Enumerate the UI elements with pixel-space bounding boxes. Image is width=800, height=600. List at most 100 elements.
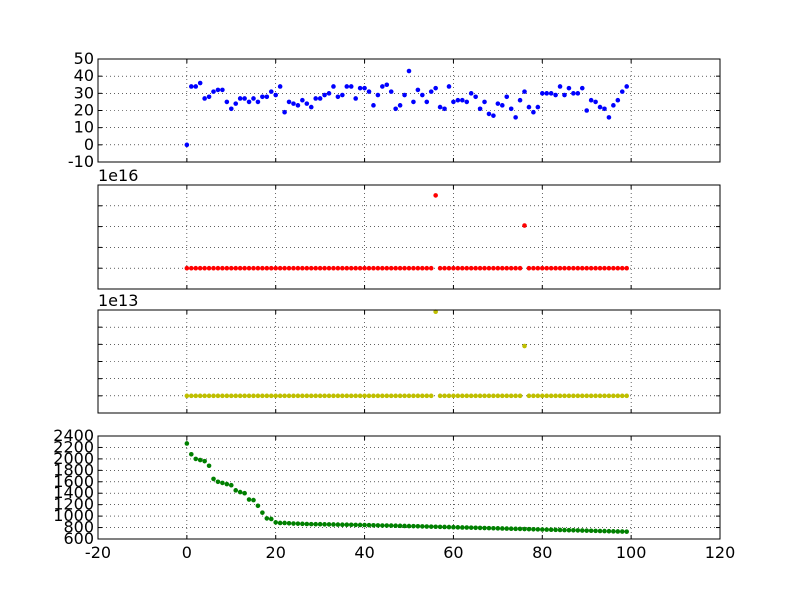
data-point [353,96,358,101]
data-point [237,265,243,271]
y-tick-label: 20 [74,101,94,120]
tick-marks [97,435,721,540]
data-point [557,265,563,271]
data-point [286,393,292,399]
data-point [402,393,407,399]
data-point [624,265,629,271]
data-point [211,393,216,399]
data-point [544,265,550,271]
data-point [344,522,350,527]
data-point [451,524,456,530]
data-point [579,393,585,399]
data-point [468,265,474,271]
data-point [331,393,336,399]
data-point [300,97,305,103]
data-point [482,393,487,399]
data-point [326,91,332,96]
data-point [522,526,527,532]
data-point [482,265,487,271]
data-point [255,503,261,509]
data-point [571,393,576,399]
data-point [428,393,434,399]
data-point [220,265,225,271]
y-tick-label: 40 [74,66,94,85]
data-point [504,526,510,531]
data-point [335,522,341,527]
data-point [468,393,474,399]
data-point [193,84,199,89]
data-point [477,525,483,531]
data-point [220,480,225,486]
data-point [313,393,319,399]
x-tick-label: 80 [532,543,552,562]
data-point [189,84,194,89]
data-point [366,393,372,399]
data-point [295,265,301,271]
data-point [526,104,532,110]
data-point [473,393,478,399]
data-point [393,106,398,112]
data-point [300,521,305,527]
data-point [388,393,394,399]
data-point [189,265,194,271]
data-point [295,103,301,108]
data-point [211,265,216,271]
data-point [331,265,336,271]
data-point [211,476,216,482]
y-tick-label: 600 [63,529,94,548]
data-point [224,99,230,105]
data-point [300,393,305,399]
data-point [517,526,523,532]
data-point [500,393,505,399]
x-tick-label: 120 [705,543,736,562]
data-point [522,89,527,94]
data-point [548,91,554,96]
data-point [522,223,527,228]
y-tick-label: 1600 [53,472,94,491]
data-point [189,452,194,457]
data-point [282,393,287,399]
data-point [464,393,470,399]
data-point [251,497,256,503]
data-point [415,265,421,271]
data-point [353,393,358,399]
data-point [246,393,252,399]
data-point [562,265,567,271]
data-point [411,523,416,529]
data-point [402,523,407,529]
data-point [446,393,452,399]
data-point [397,103,403,108]
data-point [557,393,563,399]
data-point [313,96,319,101]
axes-frame [97,435,721,540]
data-point [340,92,345,98]
subplot-3: 1e13 [97,291,721,414]
data-point [624,529,629,534]
data-point [260,265,265,271]
data-point [553,92,558,98]
data-point [437,524,443,530]
data-point [291,101,296,106]
data-point [331,522,336,527]
data-point [264,393,270,399]
data-point [562,527,567,533]
data-point [526,393,532,399]
data-point [575,265,581,271]
data-point [548,265,554,271]
data-point [348,393,354,399]
data-point [242,490,247,496]
data-point [424,265,430,271]
data-point [460,393,465,399]
data-point [624,393,629,399]
data-point [615,529,621,534]
data-points [184,68,629,148]
data-point [460,525,465,530]
data-point [615,265,621,271]
data-point [437,393,443,399]
data-point [473,525,478,531]
data-point [517,97,523,103]
data-point [251,265,256,271]
data-point [397,393,403,399]
data-point [260,393,265,399]
y-tick-label: 2000 [53,449,94,468]
